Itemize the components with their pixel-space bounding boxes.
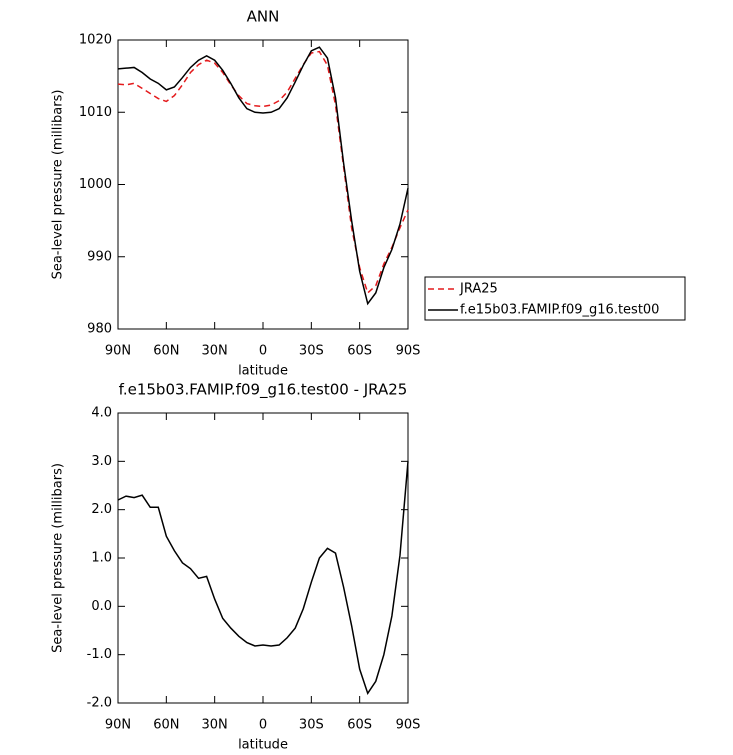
x-tick-label: 30N: [202, 718, 228, 733]
y-tick-label: -2.0: [87, 696, 112, 711]
x-tick-label: 90S: [396, 718, 421, 733]
y-axis-label: Sea-level pressure (millibars): [51, 90, 66, 280]
x-tick-label: 90N: [105, 344, 131, 359]
data-line: [117, 461, 409, 696]
y-tick-label: 4.0: [91, 406, 112, 421]
y-tick-label: 990: [87, 249, 112, 264]
y-tick-label: 2.0: [91, 502, 112, 517]
y-tick-label: 3.0: [91, 454, 112, 469]
plot-frame: [117, 39, 409, 330]
x-tick-label: 90N: [105, 718, 131, 733]
legend-label: JRA25: [459, 282, 498, 297]
plot-frame: [117, 412, 409, 704]
data-line: [117, 50, 409, 295]
y-tick-label: 1000: [79, 177, 112, 192]
legend-box: [424, 276, 686, 321]
x-tick-label: 90S: [396, 344, 421, 359]
x-tick-label: 60N: [153, 718, 179, 733]
x-axis-label: latitude: [238, 738, 288, 753]
y-tick-label: -1.0: [87, 647, 112, 662]
data-line: [117, 46, 409, 306]
x-tick-label: 30S: [299, 344, 324, 359]
x-tick-label: 60S: [347, 718, 372, 733]
x-tick-label: 30S: [299, 718, 324, 733]
x-tick-label: 30N: [202, 344, 228, 359]
x-axis-label: latitude: [238, 364, 288, 379]
legend-label: f.e15b03.FAMIP.f09_g16.test00: [460, 303, 659, 318]
x-tick-label: 0: [259, 344, 267, 359]
x-tick-label: 0: [259, 718, 267, 733]
y-tick-label: 980: [87, 322, 112, 337]
y-tick-label: 1.0: [91, 551, 112, 566]
x-tick-label: 60N: [153, 344, 179, 359]
y-axis-label: Sea-level pressure (millibars): [51, 463, 66, 653]
y-tick-label: 1020: [79, 33, 112, 48]
y-tick-label: 1010: [79, 105, 112, 120]
x-tick-label: 60S: [347, 344, 372, 359]
chart-title: ANN: [247, 8, 280, 26]
chart-title: f.e15b03.FAMIP.f09_g16.test00 - JRA25: [119, 381, 408, 400]
y-tick-label: 0.0: [91, 599, 112, 614]
